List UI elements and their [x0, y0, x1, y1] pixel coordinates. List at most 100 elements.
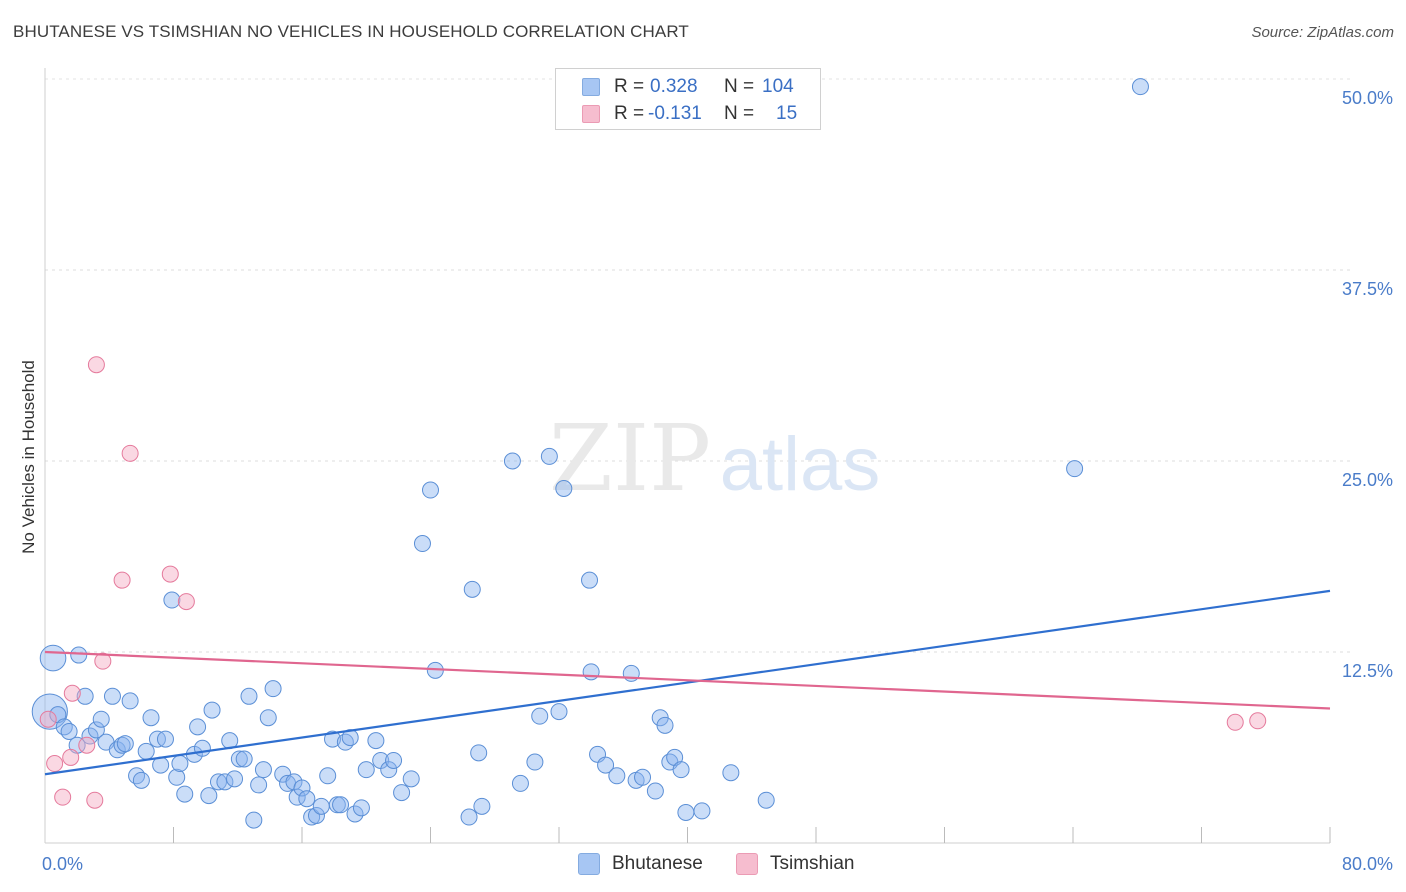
watermark-atlas: atlas [720, 422, 881, 507]
data-point-tsimshian [62, 748, 80, 766]
data-point-bhutanese [380, 761, 398, 779]
data-point-bhutanese [92, 710, 110, 728]
legend-row-tsimshian: R = -0.131 N = 15 [556, 101, 820, 127]
data-point-bhutanese [293, 779, 311, 797]
data-point-bhutanese [55, 718, 73, 736]
legend-label-tsimshian: Tsimshian [770, 853, 855, 874]
data-point-bhutanese [332, 796, 350, 814]
n-label: N = [724, 103, 755, 124]
trend-line-bhutanese [44, 589, 1331, 776]
data-point-bhutanese [137, 742, 155, 760]
data-point-bhutanese [393, 784, 411, 802]
data-point-bhutanese [672, 761, 690, 779]
data-point-bhutanese [550, 703, 568, 721]
data-point-bhutanese [163, 591, 181, 609]
data-point-bhutanese [132, 771, 150, 789]
data-point-bhutanese [757, 791, 775, 809]
data-point-bhutanese [463, 580, 481, 598]
legend-swatch-tsimshian [736, 853, 758, 875]
n-value: 15 [776, 103, 798, 124]
data-point-bhutanese [60, 722, 78, 740]
data-point-tsimshian [1226, 713, 1244, 731]
legend-swatch-bhutanese [582, 78, 600, 96]
r-label: R = [614, 76, 645, 97]
data-point-bhutanese [511, 774, 529, 792]
data-point-bhutanese [230, 750, 248, 768]
data-point-bhutanese [87, 721, 105, 739]
data-point-bhutanese [608, 767, 626, 785]
data-point-bhutanese [597, 756, 615, 774]
data-point-bhutanese [226, 770, 244, 788]
data-point-bhutanese [1066, 460, 1084, 478]
data-point-bhutanese [526, 753, 544, 771]
series-legend: Bhutanese Tsimshian [0, 852, 1406, 878]
data-point-bhutanese [235, 750, 253, 768]
legend-label-bhutanese: Bhutanese [612, 853, 703, 874]
data-point-bhutanese [216, 773, 234, 791]
data-point-bhutanese [171, 755, 189, 773]
data-point-bhutanese [312, 797, 330, 815]
trend-lines [44, 589, 1331, 776]
data-point-bhutanese [473, 797, 491, 815]
watermark: ZIP atlas [549, 405, 880, 512]
data-point-bhutanese [200, 787, 218, 805]
tick-labels: 12.5% 25.0% 37.5% 50.0% 0.0% 80.0% [42, 88, 1393, 874]
source-credit: Source: ZipAtlas.com [1251, 24, 1394, 41]
trend-line-tsimshian [44, 650, 1331, 710]
data-point-bhutanese [646, 782, 664, 800]
data-point-bhutanese [555, 480, 573, 498]
data-point-tsimshian [63, 684, 81, 702]
data-point-bhutanese [121, 692, 139, 710]
data-point-tsimshian [1249, 712, 1267, 730]
data-point-bhutanese [540, 447, 558, 465]
data-point-bhutanese [336, 733, 354, 751]
x-tick-label: 0.0% [42, 854, 83, 874]
data-point-bhutanese [128, 767, 146, 785]
data-point-tsimshian [161, 565, 179, 583]
data-point-bhutanese [189, 718, 207, 736]
data-point-bhutanese [76, 687, 94, 705]
data-point-bhutanese [264, 680, 282, 698]
data-point-bhutanese [357, 761, 375, 779]
y-tick-label: 12.5% [1342, 661, 1393, 681]
data-point-bhutanese [503, 452, 521, 470]
data-point-bhutanese [142, 709, 160, 727]
data-point-tsimshian [87, 356, 105, 374]
data-point-bhutanese [319, 767, 337, 785]
r-label: R = [614, 103, 645, 124]
r-value: -0.131 [648, 103, 702, 124]
data-point-bhutanese [677, 803, 695, 821]
data-point-bhutanese [693, 802, 711, 820]
data-point-tsimshian [94, 652, 112, 670]
data-point-tsimshian [54, 788, 72, 806]
chart-title: BHUTANESE VS TSIMSHIAN NO VEHICLES IN HO… [13, 22, 689, 41]
data-point-bhutanese [240, 687, 258, 705]
data-point-bhutanese [254, 761, 272, 779]
data-points [31, 78, 1267, 829]
y-tick-label: 37.5% [1342, 279, 1393, 299]
data-point-bhutanese [209, 773, 227, 791]
r-value: 0.328 [650, 76, 698, 97]
data-point-bhutanese [81, 727, 99, 745]
data-point-tsimshian [113, 571, 131, 589]
data-point-bhutanese [422, 481, 439, 499]
data-point-bhutanese [582, 663, 600, 681]
data-point-bhutanese [176, 785, 194, 803]
data-point-bhutanese [324, 730, 342, 748]
data-point-bhutanese [722, 764, 740, 782]
legend-swatch-tsimshian [582, 105, 600, 123]
data-point-bhutanese [341, 729, 359, 747]
data-point-tsimshian [46, 755, 64, 773]
data-point-bhutanese [193, 739, 211, 757]
data-point-bhutanese [168, 768, 186, 786]
data-point-bhutanese [531, 707, 549, 725]
axes [44, 68, 1331, 844]
data-point-bhutanese [1131, 78, 1149, 96]
data-point-tsimshian [39, 710, 57, 728]
n-value: 104 [762, 76, 794, 97]
data-point-bhutanese [156, 730, 174, 748]
data-point-bhutanese [346, 805, 364, 823]
y-tick-label: 50.0% [1342, 88, 1393, 108]
y-axis-title: No Vehicles in Household [19, 360, 38, 554]
